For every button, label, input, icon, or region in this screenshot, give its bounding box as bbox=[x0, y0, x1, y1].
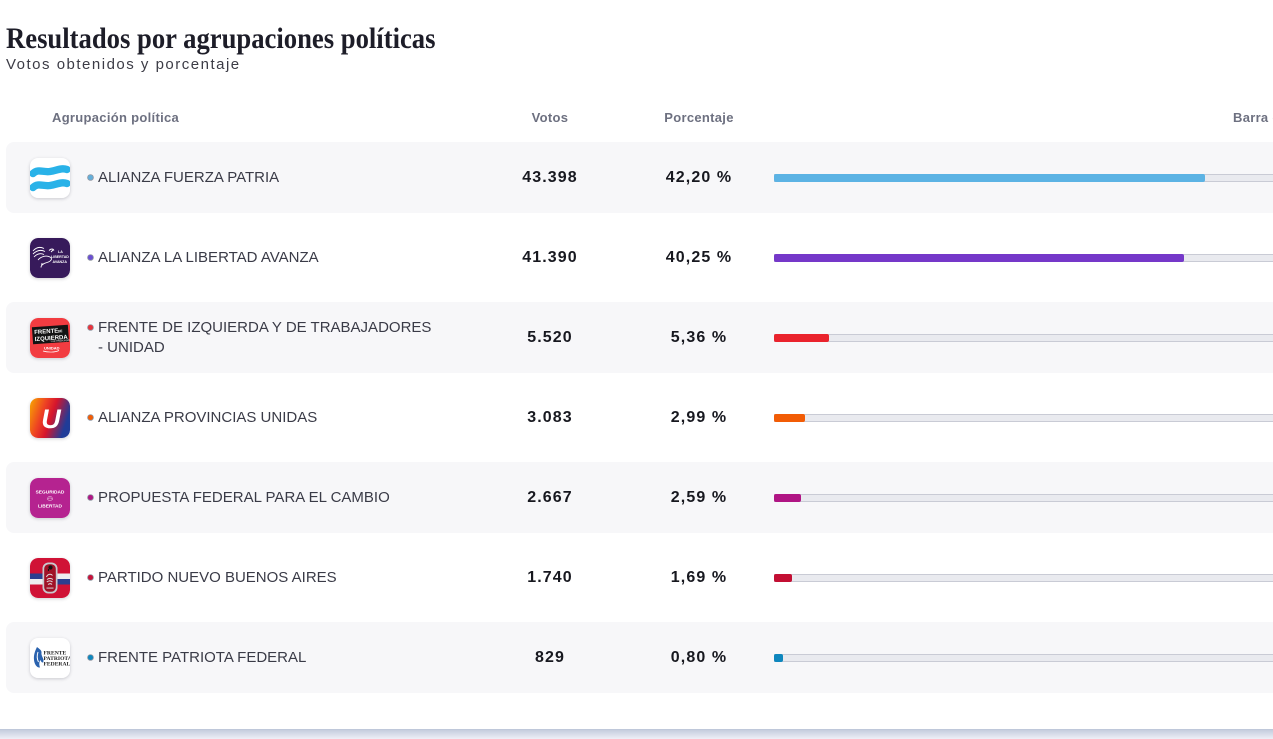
svg-text:Y DE TRABAJADORES: Y DE TRABAJADORES bbox=[50, 338, 70, 343]
svg-text:LA: LA bbox=[58, 250, 63, 254]
svg-text:AVANZA: AVANZA bbox=[53, 260, 68, 264]
svg-text:UNIDAD: UNIDAD bbox=[44, 345, 60, 350]
svg-text:FEDERAL: FEDERAL bbox=[44, 661, 71, 667]
svg-text:FRENTE: FRENTE bbox=[34, 328, 58, 336]
svg-text:DE: DE bbox=[58, 329, 64, 333]
svg-text:LIBERTAD: LIBERTAD bbox=[51, 255, 69, 259]
svg-text:U: U bbox=[41, 404, 62, 434]
svg-text:PATRIOTA: PATRIOTA bbox=[44, 656, 71, 662]
svg-text:LIBERTAD: LIBERTAD bbox=[38, 503, 62, 509]
svg-text:SEGURIDAD: SEGURIDAD bbox=[36, 489, 65, 495]
svg-text:IZQUIERDA: IZQUIERDA bbox=[35, 334, 69, 342]
svg-text:FRENTE: FRENTE bbox=[44, 650, 67, 656]
